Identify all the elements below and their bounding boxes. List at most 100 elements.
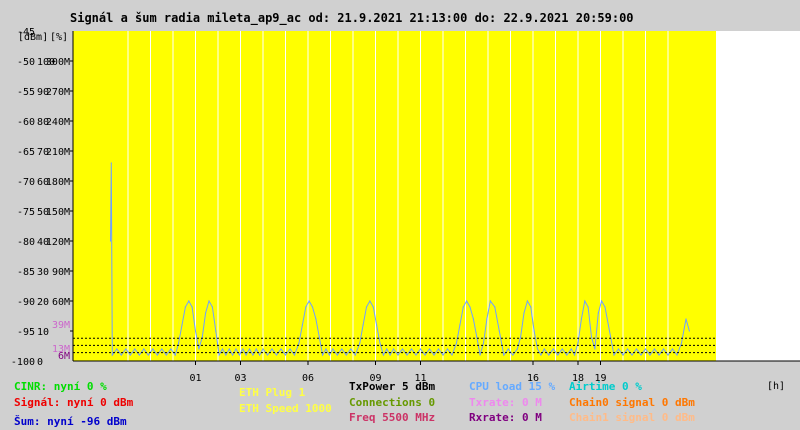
data-point xyxy=(147,354,149,356)
data-point xyxy=(211,306,213,308)
legend-noise: Šum: nyní -96 dBm xyxy=(14,415,127,428)
data-point xyxy=(455,342,458,344)
data-point xyxy=(178,342,180,344)
data-point xyxy=(631,354,633,356)
plot-background xyxy=(73,31,716,361)
data-point xyxy=(228,348,230,350)
x-tick-label: 19 xyxy=(594,373,606,384)
y-tick-rate: 240M xyxy=(46,117,70,128)
data-point xyxy=(608,330,611,332)
legend-txpower: TxPower 5 dBm xyxy=(349,380,436,393)
data-point xyxy=(653,348,656,350)
data-point xyxy=(208,300,210,302)
data-point xyxy=(116,348,118,350)
data-point xyxy=(248,348,251,350)
data-point xyxy=(284,354,287,356)
y-tick-rate: 90M xyxy=(52,267,70,278)
data-point xyxy=(255,348,257,350)
data-point xyxy=(594,348,596,350)
data-point xyxy=(382,354,384,356)
y-tick-pct: 10 xyxy=(37,327,49,338)
data-point xyxy=(392,348,395,350)
data-point xyxy=(156,354,158,356)
data-point xyxy=(194,330,197,332)
data-point xyxy=(138,354,140,356)
y-tick-pct: 20 xyxy=(37,297,49,308)
data-point xyxy=(512,354,514,356)
y-tick-dbm: -100 xyxy=(11,357,35,368)
x-tick-label: 16 xyxy=(527,373,539,384)
data-point xyxy=(336,354,338,356)
y-tick-rate: 180M xyxy=(46,177,70,188)
legend-chain0: Chain0 signal 0 dBm xyxy=(569,396,695,409)
x-tick-label: 18 xyxy=(572,373,584,384)
data-point xyxy=(486,318,488,320)
y-tick-pct: 50 xyxy=(37,207,49,218)
data-point xyxy=(341,348,343,350)
data-point xyxy=(685,318,687,320)
data-point xyxy=(530,306,532,308)
data-point xyxy=(688,330,691,332)
y-tick-dbm: -50 xyxy=(17,57,35,68)
x-tick-label: 03 xyxy=(234,373,246,384)
data-point xyxy=(275,354,278,356)
legend-connections: Connections 0 xyxy=(349,396,436,409)
y-unit-dbm: [dBm] xyxy=(18,32,48,43)
y-tick-rate: 270M xyxy=(46,87,70,98)
data-point xyxy=(332,348,334,350)
y-tick-rate-extra: 6M xyxy=(58,351,70,362)
legend-airtime: Airtime 0 % xyxy=(569,380,642,393)
data-point xyxy=(389,354,391,356)
data-point xyxy=(252,354,254,356)
legend-txrate: Txrate: 0 M xyxy=(469,396,542,409)
data-point xyxy=(597,312,599,314)
y-tick-dbm: -75 xyxy=(17,207,35,218)
data-point xyxy=(601,300,603,302)
data-point xyxy=(328,354,330,356)
data-point xyxy=(181,324,183,326)
data-point xyxy=(311,306,314,308)
data-point xyxy=(503,354,505,356)
data-point xyxy=(245,354,247,356)
data-point xyxy=(301,324,303,326)
data-point xyxy=(662,348,665,350)
data-point xyxy=(424,354,426,356)
data-point xyxy=(262,348,264,350)
data-point xyxy=(442,354,444,356)
data-point xyxy=(165,354,167,356)
data-point xyxy=(415,354,417,356)
data-point xyxy=(617,348,620,350)
data-point xyxy=(129,354,131,356)
data-point xyxy=(533,330,535,332)
data-point xyxy=(482,342,485,344)
data-point xyxy=(188,300,190,302)
data-point xyxy=(266,354,269,356)
y-tick-dbm: -70 xyxy=(17,177,35,188)
data-point xyxy=(379,342,381,344)
data-point xyxy=(170,348,172,350)
data-point xyxy=(574,354,576,356)
x-tick-label: 01 xyxy=(189,373,201,384)
data-point xyxy=(548,354,550,356)
data-point xyxy=(649,354,651,356)
data-point xyxy=(161,348,163,350)
data-point xyxy=(221,348,224,350)
y-tick-dbm: -60 xyxy=(17,117,35,128)
data-point xyxy=(523,312,525,314)
data-point xyxy=(489,300,491,302)
data-point xyxy=(446,348,449,350)
data-point xyxy=(479,354,481,356)
data-point xyxy=(644,348,647,350)
data-point xyxy=(526,300,529,302)
data-point xyxy=(372,306,374,308)
data-point xyxy=(520,336,522,338)
data-point xyxy=(658,354,660,356)
data-point xyxy=(198,348,200,350)
data-point xyxy=(235,348,237,350)
data-point xyxy=(215,330,217,332)
y-tick-dbm: -85 xyxy=(17,267,35,278)
data-point xyxy=(451,354,453,356)
data-point xyxy=(472,318,474,320)
data-point xyxy=(322,354,324,356)
legend-chain1: Chain1 signal 0 dBm xyxy=(569,411,695,424)
